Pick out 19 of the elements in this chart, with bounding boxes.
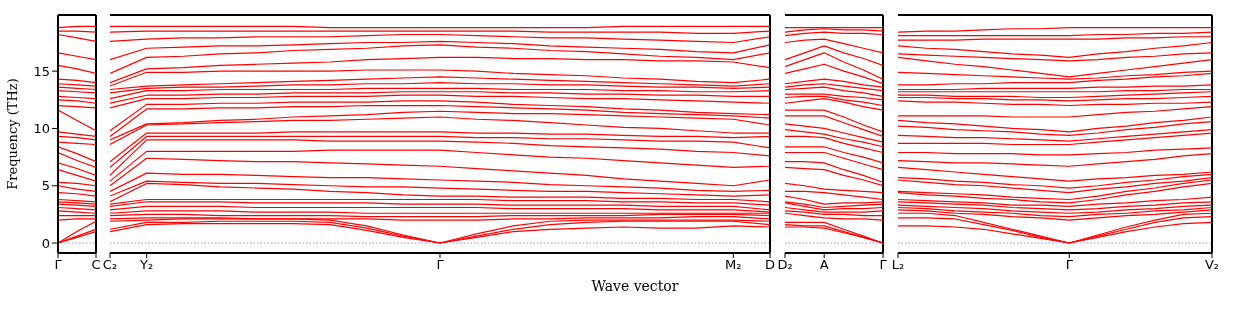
y-tick-label: 15: [33, 63, 50, 79]
x-axis-title: Wave vector: [590, 278, 680, 294]
x-tick-label: Γ: [436, 257, 445, 273]
x-tick-label: C: [91, 257, 101, 273]
y-tick-label: 5: [41, 178, 50, 194]
x-tick-label: Γ: [879, 257, 888, 273]
y-axis-title: Frequency (THz): [4, 78, 20, 190]
x-tick-label: L₂: [891, 257, 905, 273]
x-tick-label: M₂: [725, 257, 742, 273]
y-tick-label: 0: [41, 235, 50, 251]
x-tick-label: D: [764, 257, 776, 273]
x-tick-label: A: [819, 257, 829, 273]
x-tick-label: Y₂: [139, 257, 154, 273]
x-tick-label: C₂: [102, 257, 118, 273]
x-tick-label: Γ: [1065, 257, 1074, 273]
x-tick-label: D₂: [777, 257, 793, 273]
y-tick-label: 10: [33, 121, 50, 137]
x-tick-label: Γ: [54, 257, 63, 273]
x-tick-label: V₂: [1204, 257, 1220, 273]
